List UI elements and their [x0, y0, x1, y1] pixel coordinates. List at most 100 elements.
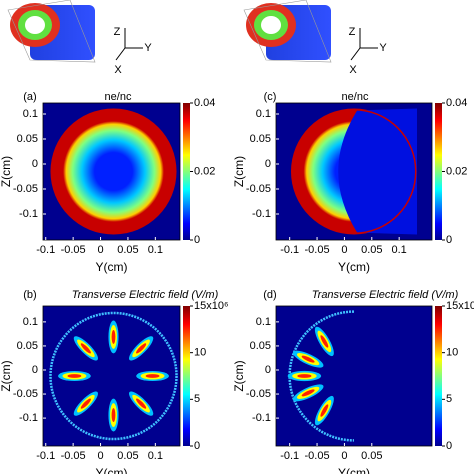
- field-petal: [287, 370, 322, 382]
- y-tick-label: 0: [32, 158, 38, 170]
- field-petal: [73, 391, 98, 416]
- petal-core: [111, 329, 116, 344]
- colorbar-tick-label: 5: [194, 393, 200, 405]
- y-tick-label: -0.05: [246, 183, 271, 195]
- axis-icon-label: X: [114, 64, 122, 76]
- panel-label: (b): [23, 289, 36, 301]
- colorbar-tick-label: 0: [446, 234, 452, 246]
- field-ring: [49, 311, 178, 441]
- panel-title: ne/nc: [342, 91, 369, 103]
- panel-label: (d): [263, 289, 276, 301]
- x-tick-label: -0.05: [305, 244, 330, 256]
- cylinder-icon: [243, 0, 332, 63]
- plot-frame: [42, 102, 181, 241]
- axis-icon-label: Z: [114, 26, 121, 38]
- x-tick-label: -0.1: [280, 244, 299, 256]
- axis-icon-lines: [115, 28, 378, 61]
- colorbar-tick-label: 0: [446, 440, 452, 452]
- field-petal: [58, 370, 91, 382]
- axis-icon-label: Z: [349, 26, 356, 38]
- x-tick-label: 0.1: [148, 244, 163, 256]
- colorbar-tick-label: 10: [446, 347, 458, 359]
- petal-core: [136, 398, 147, 409]
- panel-label: (a): [23, 91, 36, 103]
- y-tick-label: -0.1: [19, 208, 38, 220]
- colorbar-tick-label: 0.02: [446, 165, 467, 177]
- y-tick-label: -0.05: [13, 388, 38, 400]
- x-tick-label: -0.1: [36, 244, 55, 256]
- petal-core: [320, 335, 329, 348]
- x-tick-label: -0.05: [61, 244, 86, 256]
- panel-title: Transverse Electric field (V/m): [72, 289, 219, 301]
- petal-core: [301, 389, 315, 397]
- y-axis-label: Z(cm): [0, 360, 13, 391]
- x-tick-label: 0.1: [392, 244, 407, 256]
- depleted-region: [338, 108, 418, 235]
- colorbar-tick-label: 0: [194, 440, 200, 452]
- x-tick-label: 0: [341, 450, 347, 462]
- plot-frame: [42, 305, 181, 447]
- axis-icon-label: Y: [379, 42, 387, 54]
- y-tick-label: -0.05: [246, 388, 271, 400]
- colorbar-tick-label: 0.04: [446, 97, 467, 109]
- y-tick-label: 0.1: [23, 108, 38, 120]
- colorbar-tick-label: 10: [194, 347, 206, 359]
- density-disk: [50, 108, 177, 235]
- x-tick-label: 0.05: [361, 450, 382, 462]
- plot-frame: [275, 102, 433, 241]
- petal-core: [67, 374, 82, 378]
- x-tick-label: 0.05: [117, 244, 138, 256]
- field-petal: [108, 320, 119, 354]
- petal-core: [145, 374, 160, 378]
- axis-icon-label: Y: [144, 42, 152, 54]
- colorbar-tick-label: 0.02: [194, 165, 215, 177]
- y-tick-label: 0: [265, 364, 271, 376]
- colorbar-tick-label: 0: [194, 234, 200, 246]
- y-axis-label: Z(cm): [232, 360, 246, 391]
- y-tick-label: -0.05: [13, 183, 38, 195]
- axis-icon-label: X: [349, 64, 357, 76]
- x-tick-label: -0.1: [280, 450, 299, 462]
- petal-core: [136, 343, 147, 354]
- y-tick-label: -0.1: [252, 412, 271, 424]
- x-axis-label: Y(cm): [96, 466, 128, 474]
- petal-core: [297, 374, 312, 378]
- field-petal: [314, 326, 334, 357]
- y-tick-label: 0.05: [250, 133, 271, 145]
- x-tick-label: 0.05: [117, 450, 138, 462]
- petal-core: [80, 398, 91, 409]
- field-petal: [292, 384, 324, 402]
- y-tick-label: 0: [265, 158, 271, 170]
- y-tick-label: 0: [32, 364, 38, 376]
- x-tick-label: 0.1: [148, 450, 163, 462]
- x-tick-label: 0.05: [361, 244, 382, 256]
- colorbar-tick-label: 15x10⁶: [446, 300, 474, 312]
- y-tick-label: 0.05: [250, 340, 271, 352]
- petal-core: [111, 408, 116, 423]
- x-tick-label: 0: [97, 450, 103, 462]
- field-petal: [108, 398, 119, 432]
- y-tick-label: 0.1: [256, 316, 271, 328]
- x-tick-label: -0.05: [61, 450, 86, 462]
- y-tick-label: 0.05: [17, 340, 38, 352]
- colorbar: [183, 306, 190, 446]
- colorbar: [435, 103, 442, 240]
- panel-title: Transverse Electric field (V/m): [312, 289, 459, 301]
- cylinder-icon: [7, 0, 96, 63]
- y-tick-label: -0.1: [19, 412, 38, 424]
- field-petal: [129, 336, 154, 361]
- colorbar-tick-label: 15x10⁶: [194, 300, 229, 312]
- colorbar-tick-label: 5: [446, 393, 452, 405]
- petal-core: [301, 355, 315, 363]
- field-petal: [129, 391, 154, 416]
- panel-title: ne/nc: [105, 91, 132, 103]
- x-tick-label: 0: [97, 244, 103, 256]
- panel-label: (c): [264, 91, 277, 103]
- field-petal: [73, 336, 98, 361]
- colorbar-tick-label: 0.04: [194, 97, 215, 109]
- y-tick-label: 0.05: [17, 133, 38, 145]
- petal-core: [320, 404, 329, 417]
- x-axis-label: Y(cm): [338, 260, 370, 274]
